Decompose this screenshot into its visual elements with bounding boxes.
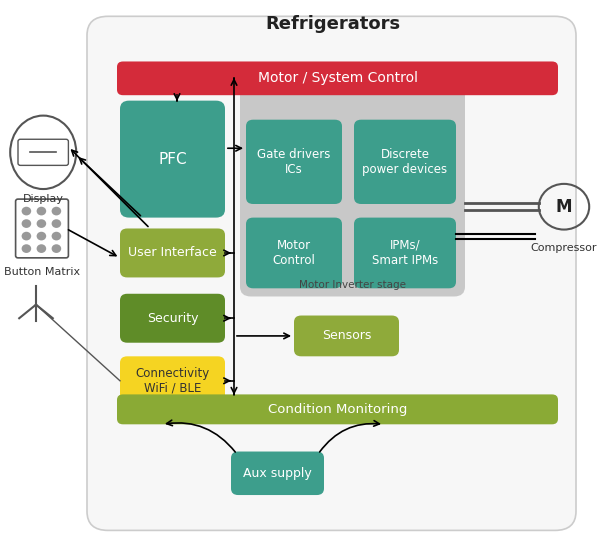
FancyBboxPatch shape xyxy=(120,101,225,218)
FancyBboxPatch shape xyxy=(120,228,225,277)
Circle shape xyxy=(37,207,46,215)
FancyBboxPatch shape xyxy=(246,120,342,204)
FancyBboxPatch shape xyxy=(120,356,225,405)
Text: Display: Display xyxy=(23,194,64,203)
Circle shape xyxy=(22,219,31,228)
Text: Motor
Control: Motor Control xyxy=(272,239,316,267)
FancyBboxPatch shape xyxy=(16,199,68,258)
Text: Button Matrix: Button Matrix xyxy=(4,267,80,277)
Text: Security: Security xyxy=(147,312,198,325)
Text: Gate drivers
ICs: Gate drivers ICs xyxy=(257,148,331,176)
FancyBboxPatch shape xyxy=(246,218,342,288)
Text: Aux supply: Aux supply xyxy=(243,467,312,480)
Circle shape xyxy=(22,244,31,253)
Text: Condition Monitoring: Condition Monitoring xyxy=(268,403,407,416)
FancyBboxPatch shape xyxy=(231,452,324,495)
Circle shape xyxy=(37,232,46,240)
Text: Refrigerators: Refrigerators xyxy=(265,15,401,34)
Text: Motor Inverter stage: Motor Inverter stage xyxy=(299,280,406,289)
FancyBboxPatch shape xyxy=(117,61,558,95)
Text: Connectivity
WiFi / BLE: Connectivity WiFi / BLE xyxy=(136,367,209,395)
Text: IPMs/
Smart IPMs: IPMs/ Smart IPMs xyxy=(372,239,438,267)
Circle shape xyxy=(52,232,61,240)
Circle shape xyxy=(22,207,31,215)
Circle shape xyxy=(52,244,61,253)
Text: PFC: PFC xyxy=(158,152,187,166)
Text: Motor / System Control: Motor / System Control xyxy=(257,71,418,85)
FancyBboxPatch shape xyxy=(18,139,68,165)
Circle shape xyxy=(22,232,31,240)
Text: Compressor: Compressor xyxy=(531,243,597,252)
FancyBboxPatch shape xyxy=(354,218,456,288)
FancyBboxPatch shape xyxy=(120,294,225,343)
Circle shape xyxy=(37,219,46,228)
Text: Sensors: Sensors xyxy=(322,330,371,342)
FancyBboxPatch shape xyxy=(117,394,558,424)
FancyBboxPatch shape xyxy=(354,120,456,204)
FancyBboxPatch shape xyxy=(87,16,576,530)
Circle shape xyxy=(37,244,46,253)
Text: User Interface: User Interface xyxy=(128,246,217,259)
Text: M: M xyxy=(556,197,572,216)
FancyBboxPatch shape xyxy=(240,79,465,296)
Circle shape xyxy=(52,219,61,228)
Circle shape xyxy=(52,207,61,215)
FancyBboxPatch shape xyxy=(294,316,399,356)
Text: Discrete
power devices: Discrete power devices xyxy=(362,148,448,176)
